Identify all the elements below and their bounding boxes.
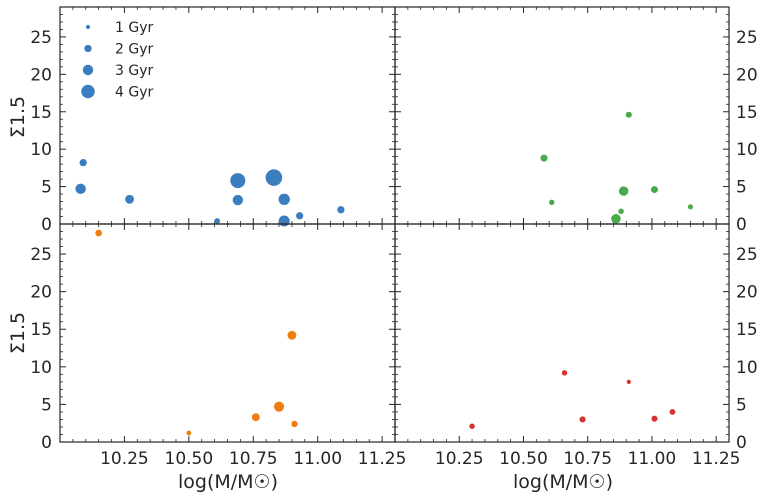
x-tick-label: 10.75 [563,449,612,469]
x-tick-label: 11.25 [692,449,741,469]
tick-labels: 0 5 10 15 20 25 0 5 10 15 20 25 0 5 10 15 20 25 10.25 10.50… [30,28,757,469]
y-tick-label: 20 [736,65,758,85]
panel-frame [394,6,730,225]
data-point [291,420,298,428]
x-tick-label: 10.25 [100,449,149,469]
data-point [540,154,548,162]
data-point [651,415,658,422]
data-point [626,379,631,384]
legend-label: 4 Gyr [115,85,153,101]
data-point [287,330,297,340]
x-axis-label-left: log(M/M☉) [178,471,278,493]
y-tick-label: 15 [30,320,52,340]
data-point [296,212,304,220]
data-point [95,229,102,237]
data-point [579,416,586,423]
y-axis-label-top: Σ1.5 [7,96,29,138]
x-tick-label: 10.50 [165,449,214,469]
data-point [75,183,86,195]
y-tick-label: 25 [736,28,758,48]
data-point [214,218,221,224]
y-tick-label: 20 [30,65,52,85]
y-tick-label: 0 [41,215,52,235]
y-tick-label: 0 [736,215,747,235]
y-tick-label: 5 [736,395,747,415]
data-point [337,206,345,214]
data-point [669,409,676,415]
y-tick-label: 10 [30,140,52,160]
data-point [186,430,192,436]
y-tick-label: 5 [41,178,52,198]
y-tick-label: 25 [736,245,758,265]
panel-top-left [59,6,396,227]
panel-top-right [394,6,730,225]
data-point [625,111,632,118]
panel-frame [59,223,396,443]
data-point [650,186,658,194]
data-point [278,215,290,227]
legend-marker [82,64,94,76]
data-point [549,199,555,206]
x-tick-label: 11.25 [358,449,407,469]
data-point [561,370,568,376]
x-tick-label: 10.50 [499,449,548,469]
x-tick-label: 10.75 [229,449,278,469]
data-point [687,204,694,210]
data-point [618,186,629,196]
y-tick-label: 25 [30,28,52,48]
y-tick-label: 15 [736,103,758,123]
y-tick-label: 20 [736,283,758,303]
y-tick-label: 5 [736,178,747,198]
panels-layer [59,6,730,443]
data-point [469,423,475,429]
y-tick-label: 0 [736,433,747,453]
data-point [251,413,260,422]
data-point [265,169,283,186]
legend-marker [84,44,92,53]
legend-label: 2 Gyr [115,42,153,58]
data-point [611,214,621,224]
y-axis-label-bottom: Σ1.5 [7,312,29,354]
x-axis-label: log(M/M☉) [178,471,278,493]
panel-frame [59,6,396,225]
x-tick-label: 10.25 [435,449,484,469]
y-tick-label: 0 [41,433,52,453]
y-tick-label: 20 [30,283,52,303]
data-point [618,208,624,214]
panel-frame [394,223,730,443]
legend-marker [85,24,91,30]
x-axis-label-right: log(M/M☉) [513,471,613,493]
y-tick-label: 10 [736,358,758,378]
x-tick-label: 11.00 [628,449,677,469]
data-point [273,401,285,412]
x-axis-label: log(M/M☉) [513,471,613,493]
size-legend: 1 Gyr 2 Gyr 3 Gyr 4 Gyr [81,20,153,101]
y-tick-label: 10 [30,358,52,378]
y-tick-label: 15 [30,103,52,123]
legend-label: 3 Gyr [115,63,153,79]
data-point [230,173,246,189]
y-tick-label: 5 [41,395,52,415]
data-point [79,158,87,167]
data-point [125,194,135,204]
x-tick-label: 11.00 [293,449,342,469]
panel-bottom-right [394,223,730,443]
legend-label: 1 Gyr [115,20,153,36]
data-point [278,193,290,205]
y-tick-label: 10 [736,140,758,160]
y-tick-label: 25 [30,245,52,265]
panel-bottom-left [59,223,396,443]
y-tick-label: 15 [736,320,758,340]
data-point [232,194,244,206]
legend-marker [81,84,95,99]
